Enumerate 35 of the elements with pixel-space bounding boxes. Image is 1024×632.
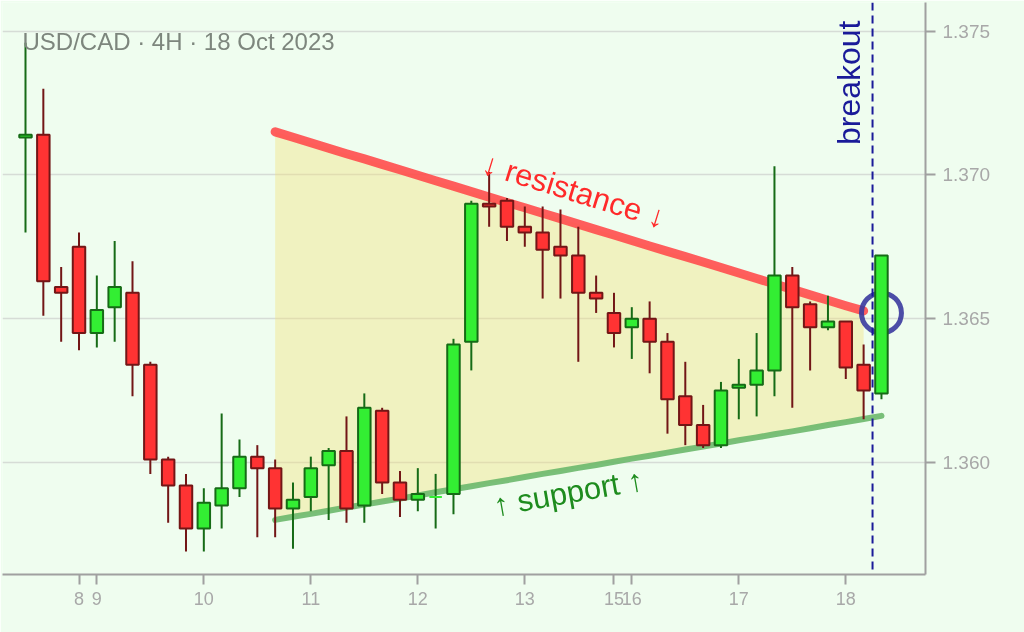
- candlestick: [321, 447, 336, 521]
- candlestick: [250, 444, 265, 539]
- x-tick-label: 17: [728, 588, 749, 609]
- x-tick-label: 10: [193, 588, 214, 609]
- x-tick-label: 18: [835, 588, 856, 609]
- candlestick: [731, 357, 747, 421]
- candlestick: [89, 274, 105, 349]
- candlestick: [695, 403, 711, 450]
- candlestick: [588, 274, 604, 314]
- candlestick: [624, 306, 640, 360]
- annotation: ↑ support ↑: [490, 462, 646, 524]
- candlestick: [606, 291, 622, 349]
- candlestick: [802, 300, 818, 372]
- annotation: breakout: [830, 20, 867, 146]
- candlestick: [428, 472, 443, 530]
- y-tick-label: 1.360: [942, 451, 991, 473]
- y-tick-label: 1.375: [942, 20, 991, 42]
- x-tick-label: 12: [407, 588, 428, 609]
- candlestick: [820, 294, 836, 332]
- candlestick: [285, 481, 301, 550]
- candlestick: [642, 300, 657, 375]
- y-tick-label: 1.365: [942, 308, 991, 330]
- x-tick-label: 15: [603, 588, 624, 609]
- x-tick-label: 9: [91, 588, 102, 609]
- x-tick-label: 8: [74, 588, 85, 609]
- candlestick: [107, 240, 122, 343]
- candlestick: [214, 412, 229, 530]
- candlestick: [749, 332, 764, 418]
- x-tick-label: 13: [514, 588, 535, 609]
- candlestick: [410, 467, 426, 513]
- text: USD/CAD · 4H · 18 Oct 2023: [22, 27, 335, 55]
- candlestick: [392, 470, 408, 519]
- x-tick-label: 11: [301, 588, 321, 609]
- y-tick-label: 1.370: [942, 164, 991, 186]
- candlestick: [53, 265, 69, 343]
